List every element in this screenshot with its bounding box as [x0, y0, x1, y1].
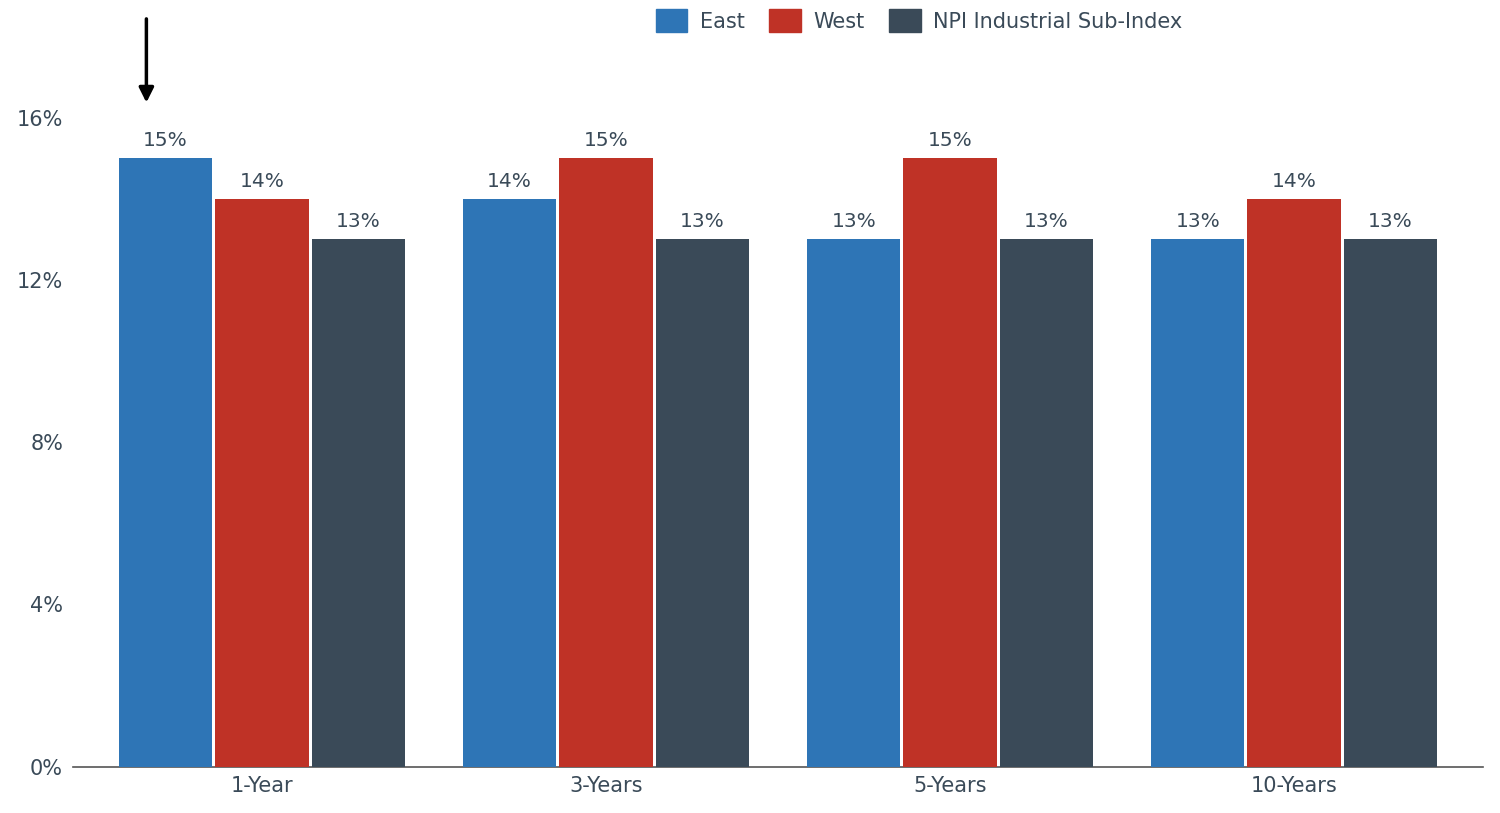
Bar: [807, 239, 900, 767]
Bar: [999, 239, 1094, 767]
Bar: [312, 239, 405, 767]
Text: 14%: 14%: [240, 172, 285, 190]
Text: 13%: 13%: [680, 212, 724, 231]
Bar: [560, 158, 652, 767]
Text: 15%: 15%: [927, 131, 972, 150]
Text: 13%: 13%: [1024, 212, 1069, 231]
Text: 15%: 15%: [144, 131, 188, 150]
Bar: [903, 158, 998, 767]
Bar: [656, 239, 748, 767]
Bar: [1150, 239, 1245, 767]
Bar: [216, 198, 309, 767]
Text: 15%: 15%: [584, 131, 628, 150]
Text: 13%: 13%: [1368, 212, 1413, 231]
Text: 14%: 14%: [488, 172, 532, 190]
Text: 14%: 14%: [1272, 172, 1317, 190]
Bar: [1248, 198, 1341, 767]
Bar: [464, 198, 556, 767]
Legend: East, West, NPI Industrial Sub-Index: East, West, NPI Industrial Sub-Index: [656, 10, 1182, 33]
Bar: [118, 158, 213, 767]
Text: 13%: 13%: [1176, 212, 1219, 231]
Text: 13%: 13%: [336, 212, 381, 231]
Bar: [1344, 239, 1437, 767]
Text: 13%: 13%: [831, 212, 876, 231]
